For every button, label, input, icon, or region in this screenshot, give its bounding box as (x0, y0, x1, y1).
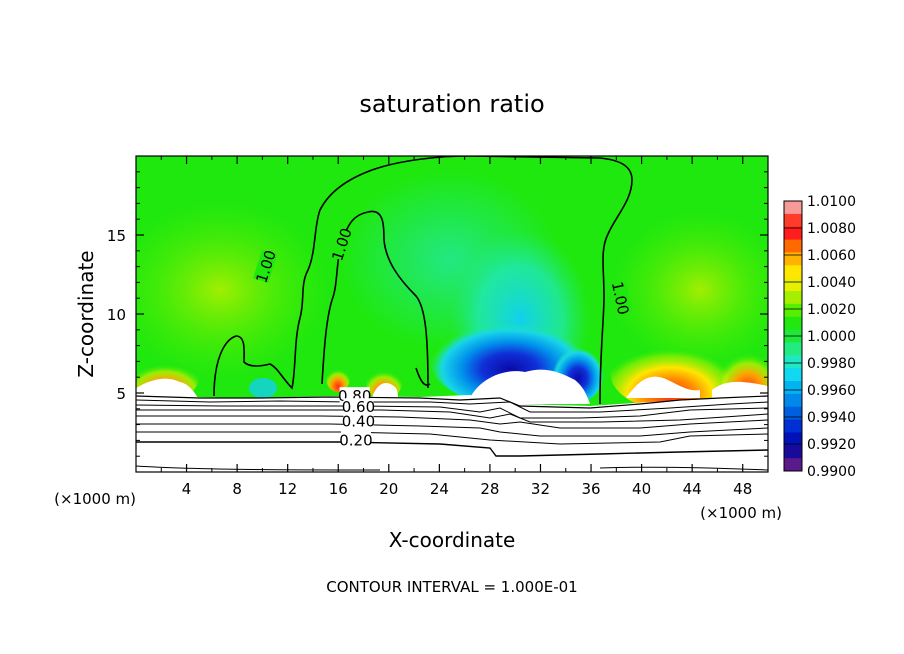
contour-label-bg (328, 227, 354, 261)
colorbar-segment (784, 201, 802, 215)
y-tick-label: 5 (116, 385, 126, 403)
clear-region-3 (470, 369, 590, 404)
colorbar-label: 0.9900 (807, 464, 856, 480)
x-axis-unit-right: (×1000 m) (700, 504, 782, 522)
lower-region (136, 395, 768, 472)
colorbar-label: 1.0020 (807, 302, 856, 318)
colorbar-segment (784, 213, 802, 228)
contour-layer-8 (136, 441, 768, 457)
colorbar-label: 1.0040 (807, 275, 856, 291)
x-tick-label: 40 (632, 480, 651, 498)
colorbar-segment (784, 239, 802, 253)
colorbar-segment (784, 393, 802, 408)
colorbar-segment (784, 342, 802, 356)
colorbar-segment (784, 226, 802, 241)
x-axis-unit-left: (×1000 m) (54, 490, 136, 508)
clear-region-5 (712, 381, 768, 398)
colorbar-segment (784, 406, 802, 421)
x-tick-label: 44 (683, 480, 702, 498)
x-tick-label: 8 (232, 480, 242, 498)
y-axis-label: Z-coordinate (74, 250, 98, 377)
colorbar: 1.0100 1.0080 1.0060 1.0040 1.0020 1.0000 0.99… (783, 194, 856, 480)
contour-label: 0.20 (339, 431, 372, 449)
colorbar-segment (784, 278, 802, 292)
contour-label-bg (340, 431, 371, 448)
clear-region-2 (372, 383, 398, 398)
y-tick-label: 10 (107, 306, 126, 324)
hot-region-small-2 (326, 364, 350, 392)
haze-right (610, 210, 768, 370)
colorbar-segment (784, 355, 802, 369)
clear-region-1 (136, 378, 198, 398)
colorbar-segment (784, 419, 802, 433)
contour-lines (136, 156, 768, 471)
contour-label-bg (343, 412, 374, 429)
colorbar-segment (784, 381, 802, 395)
contour-interval-note: CONTOUR INTERVAL = 1.000E-01 (326, 578, 577, 596)
x-tick-label: 16 (329, 480, 348, 498)
x-axis-label: X-coordinate (389, 528, 516, 552)
clear-region-4 (626, 376, 700, 398)
contour-layer-4 (136, 409, 768, 423)
x-tick-label: 20 (379, 480, 398, 498)
colorbar-label: 0.9960 (807, 383, 856, 399)
contour-1.00-left (213, 156, 469, 397)
contour-layer-9 (136, 465, 381, 471)
colorbar-label: 0.9920 (807, 437, 856, 453)
colorbar-segment (784, 316, 802, 331)
colorbar-segment (784, 291, 802, 305)
saturation-field (136, 156, 768, 472)
colorbar-label: 0.9940 (807, 410, 856, 426)
colorbar-segment (784, 458, 802, 472)
contour-layer-10 (599, 466, 768, 471)
colorbar-label: 0.9980 (807, 356, 856, 372)
y-axis-ticks: 5 10 15 (107, 171, 768, 457)
colorbar-segment (784, 303, 802, 318)
contour-label: 0.40 (342, 412, 375, 430)
contour-layer-5 (136, 415, 768, 429)
x-tick-label: 48 (733, 480, 752, 498)
contour-1.00-right (467, 156, 633, 405)
contour-label: 0.60 (342, 398, 375, 416)
haze-left (136, 200, 330, 380)
colorbar-label: 1.0080 (807, 221, 856, 237)
contour-label-bg (343, 398, 374, 415)
colorbar-segment (784, 265, 802, 279)
x-axis-ticks: 4 8 12 16 20 24 28 32 36 40 44 48 (160, 156, 752, 498)
x-tick-label: 36 (581, 480, 600, 498)
x-tick-label: 28 (480, 480, 499, 498)
colorbar-label: 1.0100 (807, 194, 856, 210)
colorbar-segment (784, 432, 802, 446)
contour-label-bg (610, 281, 633, 315)
chart-title: saturation ratio (359, 90, 544, 118)
x-tick-label: 12 (278, 480, 297, 498)
colorbar-segment (784, 445, 802, 459)
contour-layer-6 (136, 423, 768, 437)
colorbar-label: 1.0060 (807, 248, 856, 264)
contour-1.00-inner (321, 210, 429, 389)
contour-layer-7 (136, 431, 768, 445)
contour-1.00-lobe (415, 367, 431, 386)
cyan-spot (249, 378, 277, 398)
contour-layer-1 (136, 395, 768, 409)
x-tick-label: 24 (430, 480, 449, 498)
contour-layer-3 (136, 404, 768, 419)
contour-label-bg (252, 249, 278, 284)
colorbar-label: 1.0000 (807, 329, 856, 345)
colorbar-segment (784, 252, 802, 266)
y-tick-label: 15 (107, 227, 126, 245)
x-tick-label: 32 (531, 480, 550, 498)
contour-layer-2 (136, 399, 768, 413)
x-tick-label: 4 (182, 480, 192, 498)
colorbar-segment (784, 368, 802, 382)
